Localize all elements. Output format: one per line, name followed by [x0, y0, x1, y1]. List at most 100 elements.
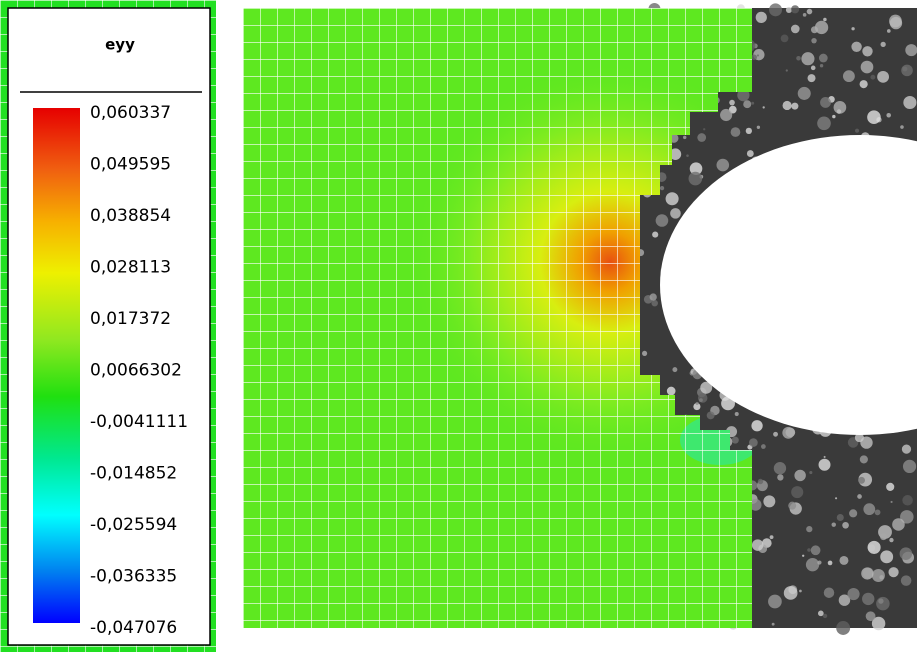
speckle-dot — [880, 41, 886, 47]
strain-field — [243, 8, 752, 628]
speckle-dot — [683, 135, 687, 140]
speckle-dot — [768, 594, 782, 609]
legend-title: eyy — [105, 36, 135, 54]
speckle-dot — [862, 46, 873, 57]
speckle-dot — [902, 459, 917, 474]
speckle-dot — [743, 100, 752, 109]
speckle-dot — [791, 486, 804, 499]
speckle-dot — [697, 393, 708, 403]
speckle-dot — [693, 403, 701, 411]
speckle-dot — [838, 594, 851, 606]
speckle-dot — [751, 54, 757, 61]
speckle-dot — [851, 27, 855, 31]
speckle-dot — [859, 80, 868, 89]
hole — [660, 135, 917, 435]
speckle-dot — [757, 478, 764, 485]
speckle-dot — [900, 125, 904, 129]
speckle-dot — [746, 150, 754, 157]
speckle-dot — [814, 20, 829, 35]
speckle-dot — [790, 24, 800, 34]
speckle-dot — [756, 125, 761, 129]
speckle-dot — [706, 411, 715, 420]
speckle-dot — [820, 97, 831, 108]
speckle-dot — [773, 431, 778, 437]
speckle-dot — [665, 192, 679, 206]
speckle-dot — [861, 567, 874, 580]
speckle-dot — [745, 127, 752, 135]
speckle-dot — [871, 616, 886, 631]
speckle-dot — [771, 622, 775, 626]
speckle-dot — [858, 476, 866, 484]
speckle-dot — [901, 444, 912, 454]
speckle-dot — [762, 106, 765, 109]
speckle-dot — [769, 3, 783, 17]
speckle-dot — [857, 494, 862, 499]
speckle-dot — [851, 41, 862, 53]
speckle-dot — [751, 420, 763, 432]
colorbar-label: -0,036335 — [90, 567, 177, 587]
speckle-dot — [839, 555, 849, 565]
speckle-dot — [854, 128, 860, 133]
speckle-dot — [811, 37, 817, 44]
speckle-dot — [734, 412, 739, 417]
speckle-dot — [831, 522, 836, 527]
speckle-dot — [805, 557, 820, 572]
speckle-dot — [763, 495, 776, 508]
speckle-dot — [801, 52, 815, 66]
colorbar-label: 0,017372 — [90, 309, 171, 329]
speckle-dot — [847, 587, 860, 601]
speckle-dot — [810, 65, 816, 71]
colorbar-label: 0,038854 — [90, 206, 171, 226]
speckle-dot — [862, 592, 875, 606]
speckle-dot — [886, 112, 891, 118]
speckle-dot — [818, 53, 828, 63]
speckle-dot — [819, 64, 824, 68]
speckle-dot — [688, 171, 703, 186]
speckle-dot — [802, 13, 807, 17]
speckle-dot — [823, 455, 826, 458]
speckle-dot — [823, 17, 827, 22]
speckle-dot — [889, 537, 894, 543]
speckle-dot — [809, 471, 813, 475]
speckle-dot — [836, 109, 842, 114]
speckle-dot — [822, 613, 828, 619]
speckle-dot — [761, 444, 766, 449]
speckle-dot — [900, 575, 912, 586]
speckle-dot — [888, 567, 899, 578]
speckle-dot — [782, 426, 795, 439]
speckle-dot — [877, 70, 889, 83]
speckle-dot — [695, 401, 699, 405]
speckle-dot — [777, 474, 784, 481]
speckle-dot — [796, 55, 801, 61]
colorbar-label: 0,0066302 — [90, 361, 182, 381]
speckle-dot — [817, 560, 822, 565]
speckle-dot — [835, 497, 838, 500]
speckle-dot — [889, 16, 903, 30]
speckle-dot — [737, 89, 750, 102]
speckle-dot — [782, 100, 792, 111]
colorbar-label: 0,049595 — [90, 155, 171, 175]
speckle-dot — [867, 110, 881, 124]
speckle-dot — [832, 114, 836, 119]
colorbar-label: 0,060337 — [90, 103, 171, 123]
speckle-dot — [689, 162, 703, 175]
speckle-dot — [806, 8, 813, 15]
speckle-dot — [655, 214, 669, 227]
speckle-dot — [731, 436, 739, 444]
speckle-dot — [802, 554, 805, 557]
speckle-dot — [749, 438, 758, 447]
speckle-dot — [807, 548, 811, 552]
speckle-dot — [729, 99, 735, 106]
speckle-dot — [886, 482, 895, 491]
speckle-dot — [833, 101, 847, 114]
speckle-dot — [827, 560, 833, 566]
speckle-dot — [749, 498, 762, 511]
speckle-dot — [836, 621, 851, 635]
speckle-dot — [817, 116, 831, 131]
speckle-dot — [797, 86, 811, 100]
speckle-dot — [860, 60, 874, 74]
speckle-dot — [649, 293, 657, 301]
speckle-dot — [870, 74, 876, 80]
speckle-dot — [818, 458, 831, 471]
